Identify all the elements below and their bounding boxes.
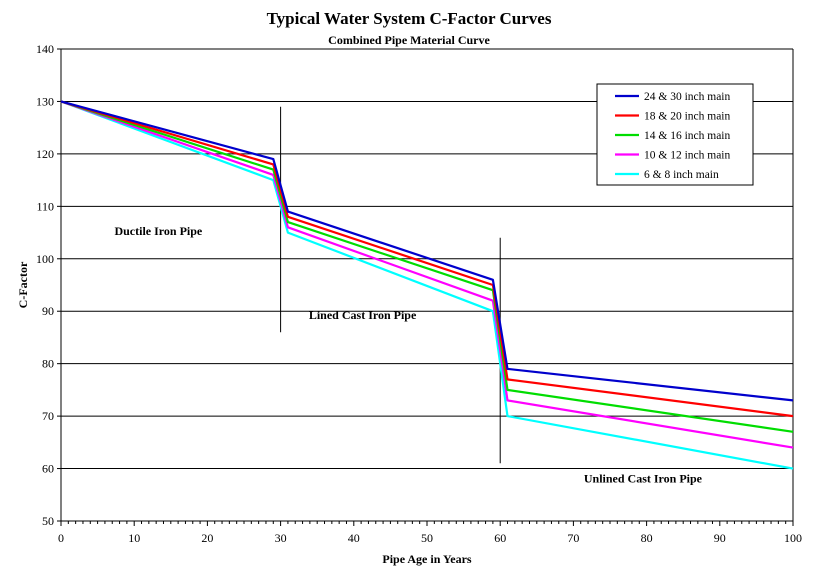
- x-tick-label: 70: [567, 531, 579, 545]
- y-tick-label: 50: [42, 514, 54, 528]
- x-tick-label: 50: [421, 531, 433, 545]
- x-tick-label: 0: [58, 531, 64, 545]
- y-tick-label: 130: [36, 94, 54, 108]
- y-axis-title: C-Factor: [16, 261, 30, 308]
- legend-label-1: 24 & 30 inch main: [644, 91, 730, 103]
- legend-label-5: 6 & 8 inch main: [644, 169, 719, 181]
- y-tick-label: 80: [42, 357, 54, 371]
- x-tick-label: 60: [494, 531, 506, 545]
- axes: 50 60 70 80 90 100 110 120 130 140 0 10 20 30 40 50 60 70…: [36, 42, 802, 545]
- series-lines: [60, 100, 794, 470]
- legend-label-3: 14 & 16 inch main: [644, 130, 730, 142]
- series-line-3: [60, 100, 794, 433]
- x-tick-label: 100: [784, 531, 802, 545]
- y-tick-label: 60: [42, 462, 54, 476]
- x-axis-title: Pipe Age in Years: [382, 552, 472, 566]
- series-line-5: [60, 100, 794, 470]
- region-annotations: Ductile Iron Pipe Lined Cast Iron Pipe Unl…: [114, 224, 702, 486]
- x-tick-label: 30: [275, 531, 287, 545]
- y-tick-label: 100: [36, 252, 54, 266]
- chart-subtitle: Combined Pipe Material Curve: [328, 33, 490, 47]
- y-tick-label: 90: [42, 304, 54, 318]
- series-line-2: [60, 100, 794, 418]
- x-tick-label: 40: [348, 531, 360, 545]
- annotation-3: Unlined Cast Iron Pipe: [584, 472, 703, 486]
- x-tick-label: 10: [128, 531, 140, 545]
- chart-texts: Typical Water System C-Factor Curves Com…: [16, 9, 552, 566]
- y-tick-label: 110: [36, 199, 54, 213]
- annotation-2: Lined Cast Iron Pipe: [309, 308, 417, 322]
- y-tick-label: 70: [42, 409, 54, 423]
- legend-label-2: 18 & 20 inch main: [644, 111, 730, 123]
- x-tick-label: 20: [201, 531, 213, 545]
- x-tick-label: 80: [641, 531, 653, 545]
- legend: 24 & 30 inch main 18 & 20 inch main 14 & 1…: [596, 83, 754, 186]
- y-tick-label: 140: [36, 42, 54, 56]
- x-tick-label: 90: [714, 531, 726, 545]
- chart-title: Typical Water System C-Factor Curves: [267, 9, 552, 28]
- y-tick-label: 120: [36, 147, 54, 161]
- series-line-4: [60, 100, 794, 449]
- annotation-1: Ductile Iron Pipe: [114, 224, 202, 238]
- legend-label-4: 10 & 12 inch main: [644, 150, 730, 162]
- series-line-1: [60, 100, 794, 402]
- section-dividers: [280, 106, 501, 464]
